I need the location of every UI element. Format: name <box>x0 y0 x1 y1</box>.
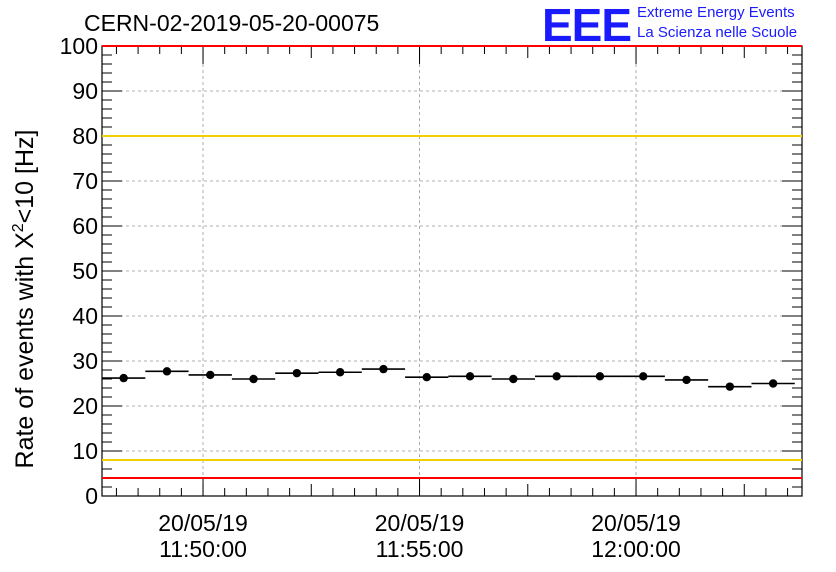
data-point <box>249 374 258 384</box>
data-point <box>379 364 388 374</box>
x-tick-date-label: 20/05/19 <box>375 510 465 536</box>
data-point <box>335 368 345 377</box>
data-point <box>595 372 605 381</box>
y-axis-label: Rate of events with X2<10 [Hz] <box>10 130 39 469</box>
y-tick-label: 100 <box>60 33 98 59</box>
logo-line-1: Extreme Energy Events <box>637 4 795 21</box>
data-point <box>119 373 128 383</box>
x-tick-time-label: 11:50:00 <box>159 536 247 562</box>
y-tick-label: 70 <box>72 168 98 194</box>
y-tick-label: 30 <box>72 348 98 374</box>
data-point <box>422 373 431 382</box>
data-point <box>639 372 648 381</box>
data-point <box>509 374 518 384</box>
x-tick-date-label: 20/05/19 <box>591 510 681 536</box>
data-point <box>682 375 691 385</box>
data-point <box>552 372 561 381</box>
y-tick-label: 90 <box>72 78 98 104</box>
y-tick-label: 50 <box>72 258 98 284</box>
data-point <box>768 379 778 388</box>
data-point <box>292 368 302 378</box>
logo-line-2: La Scienza nelle Scuole <box>637 24 798 41</box>
y-tick-label: 60 <box>72 213 98 239</box>
data-point <box>162 367 172 376</box>
y-tick-label: 40 <box>72 303 98 329</box>
data-point <box>725 382 735 391</box>
data-point <box>465 372 475 381</box>
x-tick-time-label: 11:55:00 <box>376 536 464 562</box>
y-tick-label: 10 <box>72 438 98 464</box>
y-tick-label: 80 <box>72 123 98 149</box>
eee-logo-mark: EEE <box>542 0 632 51</box>
x-tick-date-label: 20/05/19 <box>158 510 248 536</box>
y-tick-label: 20 <box>72 393 98 419</box>
eee-logo: EEE Extreme Energy Events La Scienza nel… <box>542 2 797 48</box>
y-tick-label: 0 <box>85 483 98 509</box>
x-tick-time-label: 12:00:00 <box>591 536 681 562</box>
chart-title: CERN-02-2019-05-20-00075 <box>84 10 380 36</box>
data-point <box>206 370 215 380</box>
eee-logo-text: Extreme Energy Events La Scienza nelle S… <box>637 3 797 43</box>
